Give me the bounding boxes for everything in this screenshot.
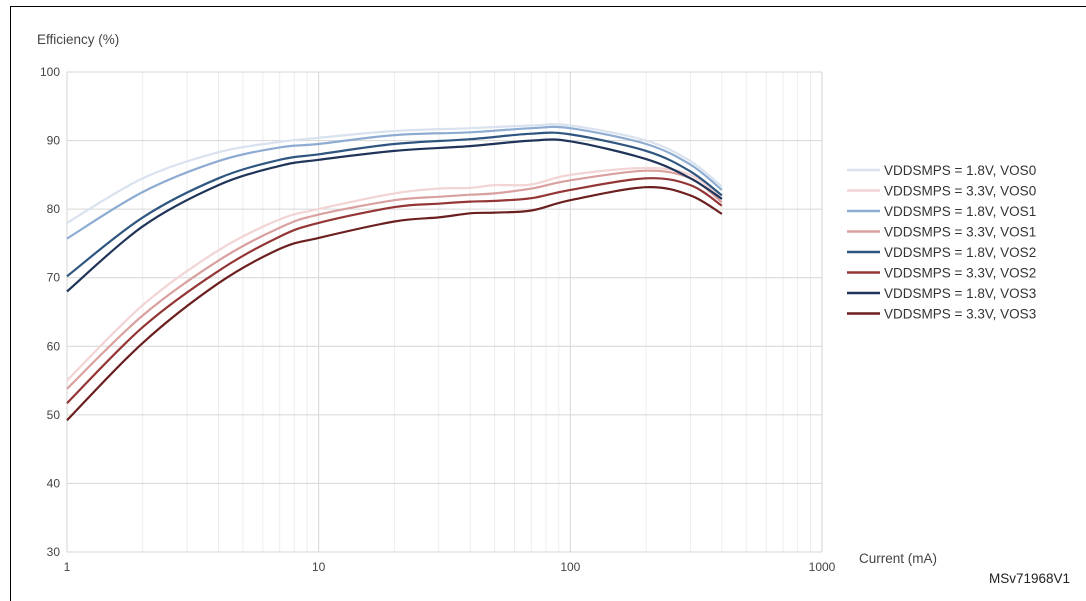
y-tick-label: 40 bbox=[47, 476, 61, 490]
x-tick-labels: 1 10 100 1000 bbox=[64, 560, 836, 574]
series-line-3 bbox=[66, 125, 723, 240]
x-tick-label: 1 bbox=[64, 560, 71, 574]
legend-entry: VDDSMPS = 1.8V, VOS2 bbox=[884, 245, 1036, 260]
x-tick-label: 100 bbox=[560, 560, 580, 574]
series-lines bbox=[66, 123, 723, 422]
figure-frame bbox=[10, 6, 1086, 601]
y-axis-title: Efficiency (%) bbox=[37, 32, 119, 47]
y-tick-label: 80 bbox=[47, 202, 61, 216]
legend-entry: VDDSMPS = 1.8V, VOS3 bbox=[884, 286, 1036, 301]
series-line-4 bbox=[66, 169, 723, 390]
x-tick-label: 10 bbox=[312, 560, 326, 574]
major-gridlines bbox=[66, 71, 823, 553]
legend-entry: VDDSMPS = 3.3V, VOS1 bbox=[884, 225, 1036, 240]
legend-entry: VDDSMPS = 3.3V, VOS0 bbox=[884, 184, 1036, 199]
y-tick-label: 30 bbox=[47, 545, 61, 559]
series-line-6 bbox=[66, 177, 723, 404]
series-line-2 bbox=[66, 166, 723, 382]
y-tick-label: 50 bbox=[47, 408, 61, 422]
x-axis-title: Current (mA) bbox=[859, 551, 937, 566]
y-tick-label: 100 bbox=[40, 65, 60, 79]
y-tick-label: 70 bbox=[47, 271, 61, 285]
x-tick-label: 1000 bbox=[809, 560, 836, 574]
series-line-8 bbox=[66, 186, 723, 422]
minor-gridlines bbox=[142, 72, 811, 552]
legend-entry: VDDSMPS = 1.8V, VOS1 bbox=[884, 204, 1036, 219]
series-line-1 bbox=[66, 123, 723, 224]
legend: VDDSMPS = 1.8V, VOS0 VDDSMPS = 3.3V, VOS0… bbox=[847, 163, 1036, 322]
series-line-5 bbox=[66, 131, 723, 278]
series-line-7 bbox=[66, 138, 723, 293]
y-tick-label: 60 bbox=[47, 339, 61, 353]
y-tick-labels: 30 40 50 60 70 80 90 100 bbox=[40, 65, 60, 559]
legend-entry: VDDSMPS = 1.8V, VOS0 bbox=[884, 163, 1036, 178]
legend-entry: VDDSMPS = 3.3V, VOS3 bbox=[884, 307, 1036, 322]
y-tick-label: 90 bbox=[47, 134, 61, 148]
legend-entry: VDDSMPS = 3.3V, VOS2 bbox=[884, 266, 1036, 281]
figure-reference: MSv71968V1 bbox=[989, 571, 1070, 586]
